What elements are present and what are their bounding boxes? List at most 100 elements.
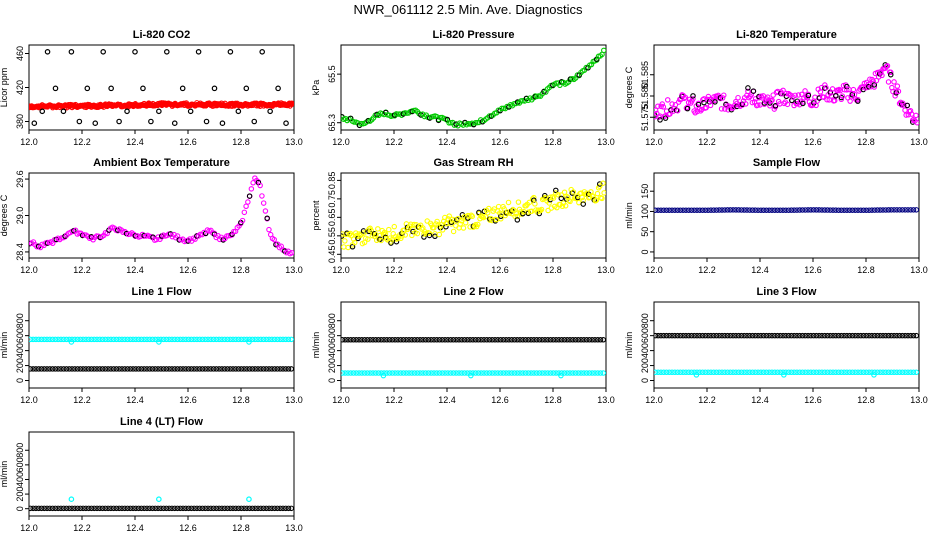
data-point bbox=[155, 366, 161, 372]
data-point bbox=[146, 336, 153, 343]
data-point bbox=[674, 107, 681, 114]
data-point bbox=[680, 207, 686, 213]
data-point bbox=[795, 92, 802, 98]
x-tick-label: 13.0 bbox=[597, 137, 615, 147]
data-point bbox=[446, 213, 452, 219]
x-tick-label: 12.8 bbox=[544, 137, 562, 147]
data-point bbox=[547, 337, 554, 343]
y-tick-label: 380 bbox=[15, 114, 25, 129]
data-point bbox=[849, 332, 856, 339]
data-point bbox=[171, 336, 178, 343]
data-point bbox=[434, 337, 440, 343]
data-point bbox=[556, 337, 562, 343]
x-tick-label: 12.6 bbox=[491, 265, 509, 275]
panel-ambient: Ambient Box Temperature degrees C 12.0 12.2… bbox=[0, 157, 303, 275]
data-point bbox=[194, 336, 200, 343]
data-point bbox=[202, 366, 209, 372]
data-point bbox=[716, 369, 722, 376]
y-tick-label: 0 bbox=[327, 378, 337, 383]
x-tick-label: 12.2 bbox=[73, 265, 91, 275]
data-point bbox=[94, 336, 100, 343]
data-point bbox=[589, 370, 595, 376]
data-point bbox=[833, 207, 839, 213]
data-point bbox=[708, 369, 714, 376]
data-point bbox=[241, 366, 247, 372]
data-point bbox=[166, 336, 172, 343]
data-point bbox=[224, 366, 231, 372]
data-point bbox=[196, 366, 203, 372]
data-point bbox=[241, 209, 248, 216]
panel-line4: Line 4 (LT) Flow ml/min 12.0 12.2 12.4 12.6 12… bbox=[0, 416, 303, 533]
data-point bbox=[869, 332, 875, 339]
data-point bbox=[760, 207, 767, 213]
data-point bbox=[492, 370, 498, 376]
data-point bbox=[205, 366, 211, 372]
data-point bbox=[509, 208, 515, 214]
data-point bbox=[177, 366, 184, 372]
data-point bbox=[84, 85, 91, 92]
panel-title: Ambient Box Temperature bbox=[93, 157, 230, 169]
data-point bbox=[130, 505, 136, 512]
data-point bbox=[511, 337, 518, 343]
data-point bbox=[594, 190, 601, 197]
data-point bbox=[55, 366, 61, 372]
data-point bbox=[794, 207, 800, 213]
data-point bbox=[263, 366, 270, 372]
data-point bbox=[171, 120, 178, 127]
data-point bbox=[781, 100, 787, 107]
data-point bbox=[149, 505, 156, 512]
data-point bbox=[141, 336, 147, 343]
data-point bbox=[702, 332, 709, 339]
data-point bbox=[769, 97, 775, 103]
data-point bbox=[188, 366, 195, 372]
data-point bbox=[52, 505, 59, 512]
data-point bbox=[713, 207, 720, 213]
data-point bbox=[535, 207, 541, 213]
data-point bbox=[823, 84, 829, 91]
y-tick-label: 800 bbox=[15, 313, 25, 328]
data-point bbox=[784, 101, 791, 108]
data-point bbox=[246, 366, 253, 372]
data-point bbox=[674, 332, 681, 339]
data-point bbox=[774, 332, 781, 339]
data-point bbox=[420, 337, 426, 343]
data-point bbox=[91, 336, 97, 343]
data-point bbox=[586, 337, 593, 343]
data-point bbox=[216, 336, 222, 343]
data-point bbox=[35, 336, 42, 343]
data-point bbox=[169, 366, 175, 372]
x-tick-label: 13.0 bbox=[910, 395, 928, 405]
data-point bbox=[88, 505, 95, 512]
data-point bbox=[802, 88, 808, 94]
data-point bbox=[697, 207, 703, 213]
data-point bbox=[221, 505, 228, 512]
data-point bbox=[705, 93, 712, 100]
data-point bbox=[522, 370, 529, 376]
data-point bbox=[769, 369, 775, 376]
x-tick-label: 12.0 bbox=[645, 265, 663, 275]
data-point bbox=[80, 366, 86, 372]
data-point bbox=[680, 369, 686, 376]
data-point bbox=[489, 370, 496, 376]
data-point bbox=[891, 79, 897, 85]
data-point bbox=[655, 207, 661, 213]
data-point bbox=[833, 332, 839, 339]
data-point bbox=[914, 119, 919, 126]
markers-sample bbox=[654, 207, 919, 213]
data-point bbox=[685, 332, 692, 339]
data-point bbox=[164, 48, 170, 55]
data-point bbox=[835, 207, 842, 213]
x-tick-label: 13.0 bbox=[910, 265, 928, 275]
data-point bbox=[69, 366, 75, 372]
data-point bbox=[285, 366, 292, 372]
data-point bbox=[666, 207, 673, 213]
data-point bbox=[708, 332, 714, 339]
data-point bbox=[495, 370, 501, 376]
data-point bbox=[902, 332, 908, 339]
data-point bbox=[558, 372, 564, 379]
data-point bbox=[271, 236, 277, 243]
data-point bbox=[885, 207, 892, 213]
data-point bbox=[508, 337, 515, 343]
data-point bbox=[808, 207, 814, 213]
data-point bbox=[219, 336, 225, 343]
